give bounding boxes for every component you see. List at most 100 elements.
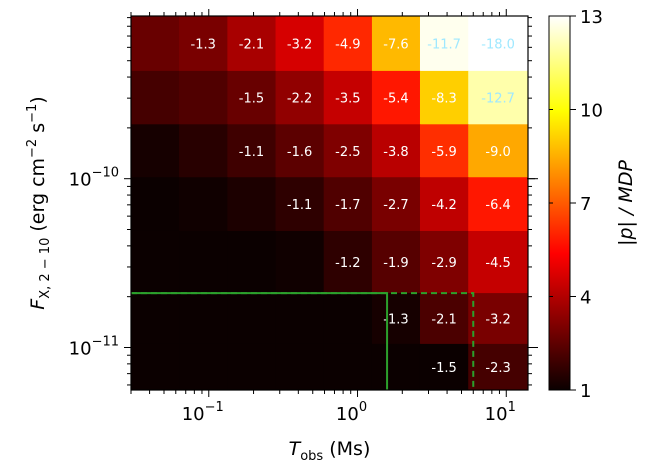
cell-annotation: -2.9 <box>431 256 456 271</box>
heatmap-cell <box>419 124 469 178</box>
dashed-contour-line <box>131 292 475 390</box>
colorbar-tick-label: 4 <box>580 288 591 309</box>
cell-annotation: -3.5 <box>335 92 360 107</box>
heatmap-cell <box>468 177 529 232</box>
plot-axes: 10−1 100 101 10−11 10−10 <box>69 9 538 425</box>
heatmap-cell <box>227 124 277 178</box>
heatmap-cell <box>323 343 373 391</box>
cell-annotation: -9.0 <box>485 145 510 160</box>
heatmap-cell <box>131 230 180 294</box>
heatmap-cell <box>419 293 469 345</box>
heatmap-cell <box>419 16 469 72</box>
heatmap-cell <box>227 70 277 125</box>
contour-lines <box>131 292 475 390</box>
heatmap-cell <box>323 177 373 232</box>
cell-annotation: -1.2 <box>335 256 360 271</box>
heatmap-cell <box>323 70 373 125</box>
heatmap-cell <box>468 230 529 294</box>
cell-annotation: -2.2 <box>287 92 312 107</box>
cell-annotation: -1.1 <box>287 198 312 213</box>
heatmap-cell <box>371 230 421 294</box>
cell-annotation: -11.7 <box>427 37 461 52</box>
cell-annotation: -4.9 <box>335 37 360 52</box>
cell-annotation: -3.8 <box>383 145 408 160</box>
heatmap-cell <box>468 16 529 72</box>
cell-annotation: -1.5 <box>431 361 456 376</box>
heatmap-cell <box>179 16 228 72</box>
colorbar-tick-label: 13 <box>580 7 603 28</box>
cell-annotation: -1.1 <box>239 145 264 160</box>
heatmap-cell <box>275 16 325 72</box>
heatmap-cell <box>419 230 469 294</box>
heatmap-cell <box>468 293 529 345</box>
cell-annotations: -1.3 -2.1 -3.2 -4.9 -7.6 -11.7 -18.0 -1.5 -2.2 -3… <box>191 37 515 376</box>
colorbar-label: |p| / MDP <box>615 160 637 246</box>
heatmap-cell <box>371 16 421 72</box>
heatmap-cell <box>227 230 277 294</box>
cell-annotation: -2.1 <box>431 313 456 328</box>
cell-annotation: -1.7 <box>335 198 360 213</box>
heatmap-cell <box>419 70 469 125</box>
cell-annotation: -7.6 <box>383 37 408 52</box>
heatmap-cell <box>179 177 228 232</box>
colorbar: 1 4 7 10 13 <box>548 7 603 402</box>
heatmap-cell <box>179 293 228 345</box>
cell-annotation: -3.2 <box>485 313 510 328</box>
heatmap-cell <box>468 343 529 391</box>
y-tick-label: 10−10 <box>69 166 119 191</box>
cell-annotation: -2.1 <box>239 37 264 52</box>
colorbar-tick-label: 7 <box>580 194 591 215</box>
heatmap-cell <box>227 177 277 232</box>
cell-annotation: -5.4 <box>383 92 408 107</box>
heatmap-cell <box>131 293 180 345</box>
y-tick-label: 10−11 <box>69 334 119 359</box>
heatmap-cell <box>131 177 180 232</box>
heatmap-cell <box>468 70 529 125</box>
heatmap-cell <box>131 343 180 391</box>
cell-annotation: -8.3 <box>431 92 456 107</box>
x-tick-label: 101 <box>485 400 516 425</box>
heatmap-cell <box>227 293 277 345</box>
x-tick-label: 100 <box>336 400 367 425</box>
heatmap-cell <box>275 70 325 125</box>
cell-annotation: -12.7 <box>481 92 515 107</box>
cell-annotation: -2.5 <box>335 145 360 160</box>
heatmap-cell <box>275 230 325 294</box>
cell-annotation: -6.4 <box>485 198 510 213</box>
cell-annotation: -1.5 <box>239 92 264 107</box>
heatmap-cell <box>227 343 277 391</box>
heatmap-cell <box>419 343 469 391</box>
cell-annotation: -1.9 <box>383 256 408 271</box>
heatmap-cell <box>179 70 228 125</box>
cell-annotation: -1.3 <box>383 313 408 328</box>
cell-annotation: -3.2 <box>287 37 312 52</box>
cell-annotation: -4.5 <box>485 256 510 271</box>
heatmap-cell <box>371 124 421 178</box>
heatmap-cell <box>323 124 373 178</box>
cell-annotation: -4.2 <box>431 198 456 213</box>
heatmap-cell <box>131 16 180 72</box>
heatmap-cell <box>179 343 228 391</box>
colorbar-tick-label: 10 <box>580 101 603 122</box>
heatmap-cell <box>323 16 373 72</box>
plot-frame <box>130 15 529 391</box>
heatmap-cell <box>371 343 421 391</box>
heatmap-cell <box>131 70 180 125</box>
heatmap-cell <box>371 177 421 232</box>
heatmap-cell <box>323 293 373 345</box>
x-axis-label: Tobs (Ms) <box>289 438 371 464</box>
heatmap-cell <box>275 177 325 232</box>
heatmap-cell <box>275 293 325 345</box>
heatmap-cell <box>419 177 469 232</box>
cell-annotation: -1.6 <box>287 145 312 160</box>
cell-annotation: -1.3 <box>191 37 216 52</box>
cell-annotation: -5.9 <box>431 145 456 160</box>
heatmap-cell <box>179 230 228 294</box>
heatmap-cell <box>275 124 325 178</box>
x-tick-label: 10−1 <box>182 400 224 425</box>
heatmap-cell <box>227 16 277 72</box>
heatmap-cell <box>371 70 421 125</box>
heatmap-cells <box>131 16 529 391</box>
heatmap-cell <box>468 124 529 178</box>
